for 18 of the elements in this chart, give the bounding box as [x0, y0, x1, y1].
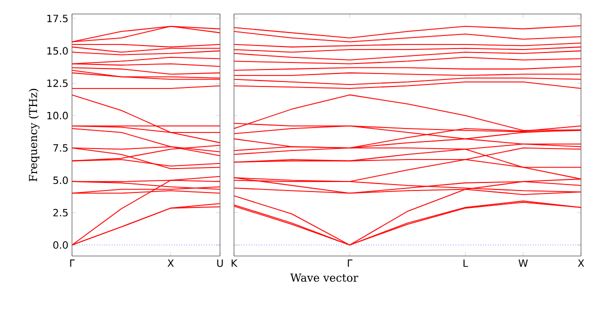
x-tick-label: Γ	[348, 260, 352, 267]
x-tick-label: X	[168, 260, 174, 267]
y-tick-label: 5.0	[53, 176, 68, 184]
x-tick-label: K	[232, 260, 238, 267]
x-axis-title: Wave vector	[290, 274, 358, 282]
y-tick-label: 2.5	[53, 208, 68, 216]
x-tick-label: Γ	[70, 260, 75, 267]
x-tick-label: L	[464, 260, 468, 267]
y-tick-label: 15.0	[47, 47, 68, 55]
x-tick-label: U	[217, 260, 223, 267]
y-tick-label: 7.5	[53, 144, 68, 152]
y-tick-label: 10.0	[47, 112, 68, 120]
y-tick-label: 17.5	[47, 14, 68, 22]
y-tick-label: 0.0	[53, 241, 68, 249]
x-tick-label: X	[578, 260, 584, 267]
x-tick-label: W	[518, 260, 528, 267]
y-axis-title: Frequency (THz)	[28, 88, 40, 182]
y-tick-label: 12.5	[47, 79, 68, 87]
